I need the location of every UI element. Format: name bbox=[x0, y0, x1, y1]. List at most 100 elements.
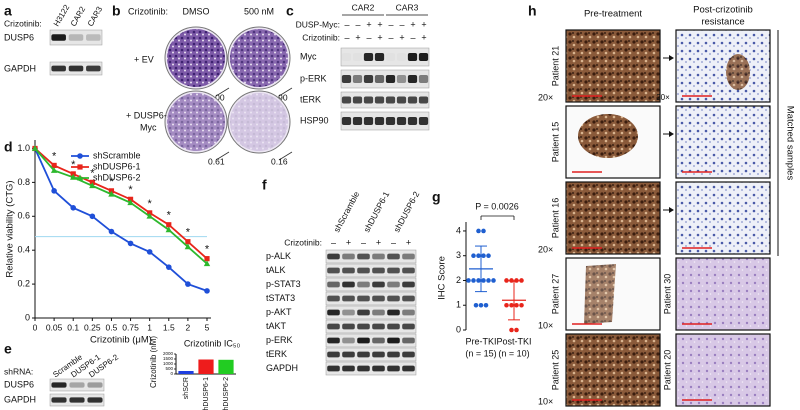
blot-band bbox=[372, 365, 385, 372]
blot-band bbox=[327, 253, 340, 260]
data-point bbox=[466, 278, 471, 283]
y-axis-label: Relative viability (CTG) bbox=[5, 180, 16, 277]
blot-band bbox=[387, 253, 400, 260]
sign: + bbox=[366, 19, 371, 29]
row-label: DUSP6 bbox=[4, 379, 34, 389]
blot-band bbox=[396, 96, 407, 104]
blot-band bbox=[357, 365, 370, 372]
patient-label: Patient 16 bbox=[550, 198, 560, 239]
bar bbox=[198, 359, 214, 374]
row-label: p-AKT bbox=[266, 307, 292, 317]
marker bbox=[31, 145, 39, 151]
sign: + bbox=[377, 19, 382, 29]
dish-edge bbox=[278, 87, 293, 97]
blot-band bbox=[396, 117, 407, 125]
row-label: tERK bbox=[300, 94, 321, 104]
y-tick-label: 0 bbox=[456, 324, 461, 334]
blot-band bbox=[342, 323, 355, 330]
marker bbox=[204, 288, 210, 294]
data-point bbox=[471, 278, 476, 283]
row-label: Myc bbox=[140, 122, 157, 132]
row-label: p-STAT3 bbox=[266, 279, 301, 289]
patient-label: Patient 27 bbox=[550, 274, 560, 315]
significance-mark: * bbox=[109, 176, 114, 188]
panel-label: e bbox=[4, 341, 12, 357]
ratio-label: 0.16 bbox=[271, 156, 288, 166]
row-label: GAPDH bbox=[266, 363, 298, 373]
sign: + bbox=[355, 32, 360, 42]
colony-stain bbox=[167, 29, 225, 87]
y-tick-label: 1 bbox=[456, 300, 461, 310]
panel-label: h bbox=[528, 3, 537, 19]
blot-band bbox=[387, 337, 400, 344]
marker bbox=[70, 205, 77, 211]
blot-band bbox=[327, 309, 340, 316]
x-tick-label: shSCR bbox=[183, 377, 190, 399]
blot-band bbox=[372, 295, 385, 302]
data-point bbox=[481, 253, 486, 259]
data-point bbox=[473, 302, 479, 308]
significance-mark: * bbox=[71, 159, 76, 171]
x-tick-label: Post-TKI bbox=[496, 336, 531, 346]
bar bbox=[178, 371, 194, 374]
legend-label: shScramble bbox=[93, 150, 141, 160]
row-label: p-ERK bbox=[266, 335, 293, 345]
tissue-patch bbox=[726, 54, 750, 90]
annotation: P = 0.0026 bbox=[475, 201, 519, 211]
blot-band bbox=[372, 337, 385, 344]
blot-band bbox=[51, 397, 67, 403]
blot-band bbox=[387, 309, 400, 316]
x-tick-label: 1.5 bbox=[163, 322, 175, 332]
blot-background bbox=[340, 91, 430, 109]
blot-band bbox=[357, 337, 370, 344]
blot-band bbox=[69, 382, 85, 388]
blot-band bbox=[352, 117, 363, 125]
side-label: Matched samples bbox=[784, 106, 795, 181]
label: Crizotinib: bbox=[284, 237, 322, 247]
label: Crizotinib: bbox=[302, 32, 340, 42]
marker bbox=[203, 260, 211, 267]
blot-band bbox=[69, 397, 85, 403]
blot-band bbox=[342, 365, 355, 372]
blot-band bbox=[363, 96, 374, 104]
arrow-head bbox=[669, 131, 674, 137]
blot-background bbox=[325, 277, 417, 292]
y-tick-label: 0.4 bbox=[17, 245, 30, 255]
marker bbox=[185, 281, 191, 287]
blot-band bbox=[87, 397, 103, 403]
series-line bbox=[34, 147, 208, 260]
marker bbox=[127, 240, 134, 247]
blot-band bbox=[327, 295, 340, 302]
data-point bbox=[481, 278, 486, 283]
marker bbox=[89, 213, 96, 220]
blot-band bbox=[385, 96, 396, 104]
blot-band bbox=[342, 309, 355, 316]
patient-label: Patient 20 bbox=[662, 350, 672, 391]
marker bbox=[166, 222, 172, 228]
y-tick-label: 0.2 bbox=[17, 278, 30, 288]
data-point bbox=[514, 327, 519, 333]
blot-band bbox=[357, 309, 370, 316]
significance-mark: * bbox=[90, 167, 95, 179]
marker bbox=[185, 239, 191, 245]
blot-band bbox=[327, 365, 340, 372]
row-label: + DUSP6- bbox=[126, 110, 167, 120]
y-axis-label: IHC Score bbox=[437, 256, 448, 300]
data-point bbox=[471, 253, 476, 259]
group-label: CAR3 bbox=[396, 2, 419, 12]
y-tick-label: 0.6 bbox=[17, 211, 30, 221]
colony-stain bbox=[167, 93, 225, 151]
blot-band bbox=[327, 267, 340, 274]
blot-band bbox=[342, 351, 355, 358]
y-tick-label: 2 bbox=[456, 275, 461, 285]
blot-band bbox=[386, 53, 395, 61]
blot-band bbox=[342, 253, 355, 260]
data-point bbox=[509, 302, 514, 308]
blot-band bbox=[327, 351, 340, 358]
column-header: resistance bbox=[701, 17, 744, 28]
blot-band bbox=[51, 34, 66, 41]
label: Crizotinib: bbox=[4, 18, 42, 28]
patient-label: Patient 30 bbox=[662, 274, 672, 315]
blot-band bbox=[407, 53, 418, 61]
blot-background bbox=[325, 305, 417, 320]
